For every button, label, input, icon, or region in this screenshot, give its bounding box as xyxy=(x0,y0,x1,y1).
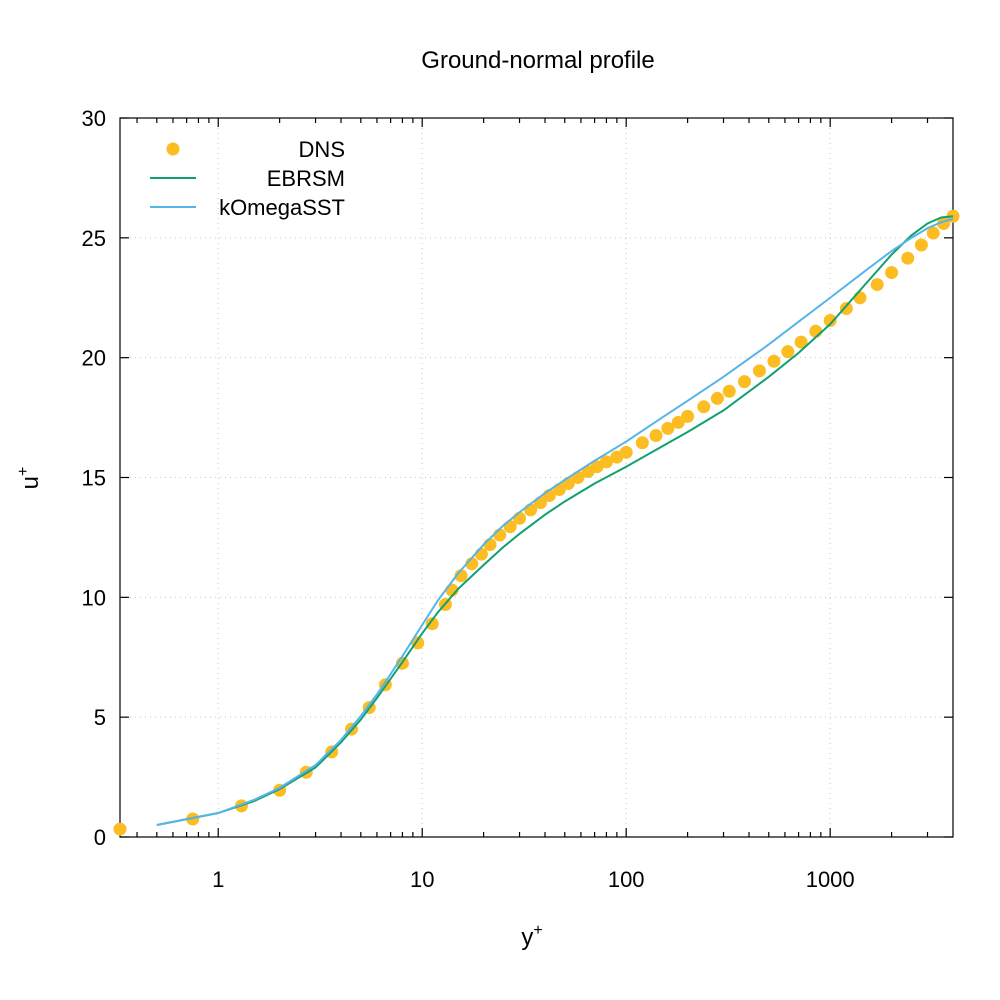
x-tick-label: 1000 xyxy=(806,867,855,892)
x-tick-label: 1 xyxy=(212,867,224,892)
series-dns xyxy=(113,209,960,836)
data-point-dns xyxy=(823,314,837,328)
data-point-dns xyxy=(794,335,808,349)
axis-ticks: 1 10 100 1000 0 5 10 15 20 25 30 xyxy=(82,106,953,892)
data-point-dns xyxy=(737,375,751,389)
grid xyxy=(120,118,953,837)
x-axis-label-text: y xyxy=(521,924,533,951)
data-point-dns xyxy=(635,436,649,450)
data-point-dns xyxy=(425,617,439,631)
data-point-dns xyxy=(901,251,915,265)
y-tick-label: 10 xyxy=(82,585,106,610)
plot-frame xyxy=(119,117,954,838)
legend-label-ebrsm: EBRSM xyxy=(267,166,345,191)
series-layer xyxy=(113,209,960,836)
data-point-dns xyxy=(914,238,928,252)
legend-label-dns: DNS xyxy=(299,137,345,162)
data-point-dns xyxy=(619,445,633,459)
x-tick-label: 100 xyxy=(608,867,645,892)
data-point-dns xyxy=(870,278,884,292)
y-tick-label: 5 xyxy=(94,705,106,730)
data-point-dns xyxy=(513,511,527,525)
y-axis-label-text: u xyxy=(17,476,44,489)
data-point-dns xyxy=(649,429,663,443)
chart-title: Ground-normal profile xyxy=(421,47,654,74)
y-axis-label: u+ xyxy=(15,467,44,490)
x-tick-label: 10 xyxy=(410,867,434,892)
y-tick-label: 0 xyxy=(94,825,106,850)
y-axis-label-superscript: + xyxy=(15,467,32,476)
data-point-dns xyxy=(661,421,675,435)
data-point-dns xyxy=(767,354,781,368)
series-line-komegasst xyxy=(156,217,953,827)
data-point-dns xyxy=(599,455,613,469)
data-point-dns xyxy=(697,400,711,414)
data-point-dns xyxy=(113,822,127,836)
y-tick-label: 25 xyxy=(82,226,106,251)
data-point-dns xyxy=(722,384,736,398)
series-line-ebrsm xyxy=(156,215,953,827)
y-tick-label: 15 xyxy=(82,466,106,491)
legend-marker-dns xyxy=(166,142,180,156)
data-point-dns xyxy=(493,528,507,542)
x-axis-label-superscript: + xyxy=(533,922,542,939)
data-point-dns xyxy=(681,409,695,423)
y-tick-label: 20 xyxy=(82,346,106,371)
data-point-dns xyxy=(885,266,899,280)
data-point-dns xyxy=(483,538,497,552)
data-point-dns xyxy=(926,226,940,240)
data-point-dns xyxy=(710,391,724,405)
data-point-dns xyxy=(839,302,853,316)
data-point-dns xyxy=(752,364,766,378)
data-point-dns xyxy=(671,415,685,429)
data-point-dns xyxy=(853,291,867,305)
legend-label-komegasst: kOmegaSST xyxy=(219,195,345,220)
data-point-dns xyxy=(809,324,823,338)
x-axis-label: y+ xyxy=(521,922,542,951)
y-tick-label: 30 xyxy=(82,106,106,131)
data-point-dns xyxy=(781,345,795,359)
legend: DNS EBRSM kOmegaSST xyxy=(150,137,345,220)
